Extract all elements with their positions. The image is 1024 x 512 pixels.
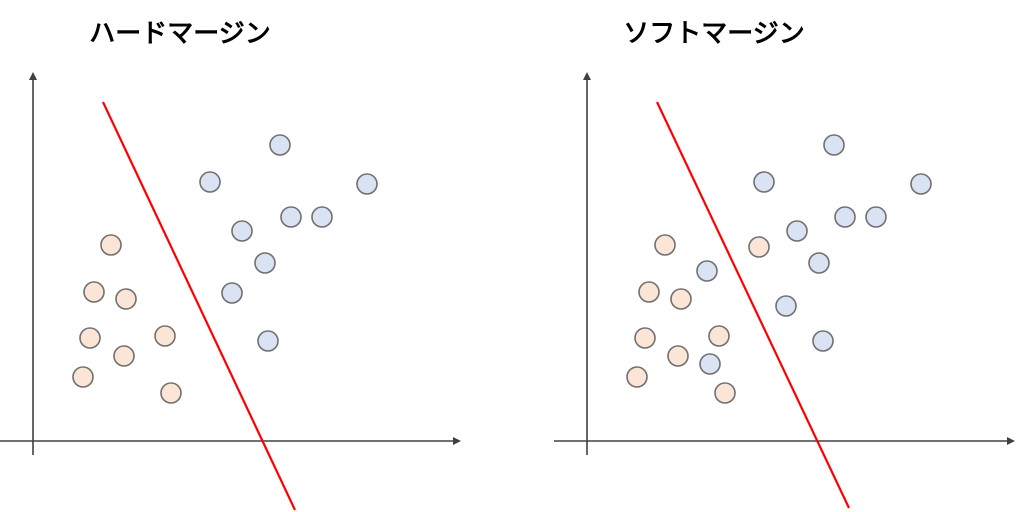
class-a-point (72, 366, 94, 388)
class-b-point (356, 173, 378, 195)
panel-title: ソフトマージン (623, 19, 804, 49)
class-a-point (79, 327, 101, 349)
soft-margin-panel (554, 72, 1015, 509)
class-a-point (113, 345, 135, 367)
class-b-point (753, 171, 775, 193)
class-a-point (115, 288, 137, 310)
class-a-point (667, 345, 689, 367)
class-b-point (257, 330, 279, 352)
class-b-point (910, 173, 932, 195)
class-b-point (231, 220, 253, 242)
class-a-point (708, 325, 730, 347)
class-b-point (786, 220, 808, 242)
class-a-point (83, 281, 105, 303)
class-b-point (254, 252, 276, 274)
panel-title: ハードマージン (89, 19, 270, 49)
class-b-point (280, 206, 302, 228)
decision-boundary (656, 101, 850, 509)
class-a-point (634, 327, 656, 349)
class-b-point (775, 295, 797, 317)
class-b-point (221, 282, 243, 304)
class-b-point (834, 206, 856, 228)
class-b-point (311, 206, 333, 228)
class-a-point (670, 288, 692, 310)
class-a-point (160, 382, 182, 404)
class-a-point (638, 281, 660, 303)
class-a-point (626, 366, 648, 388)
class-a-point (654, 234, 676, 256)
class-b-point (865, 206, 887, 228)
class-a-point (714, 382, 736, 404)
class-a-point (748, 236, 770, 258)
class-b-point (812, 330, 834, 352)
class-b-point (696, 260, 718, 282)
class-b-point (199, 171, 221, 193)
class-b-point (823, 134, 845, 156)
decision-boundary (102, 101, 296, 511)
class-b-point (699, 353, 721, 375)
class-b-point (808, 252, 830, 274)
class-a-point (100, 234, 122, 256)
hard-margin-panel (0, 72, 461, 511)
class-b-point (269, 134, 291, 156)
class-a-point (154, 325, 176, 347)
